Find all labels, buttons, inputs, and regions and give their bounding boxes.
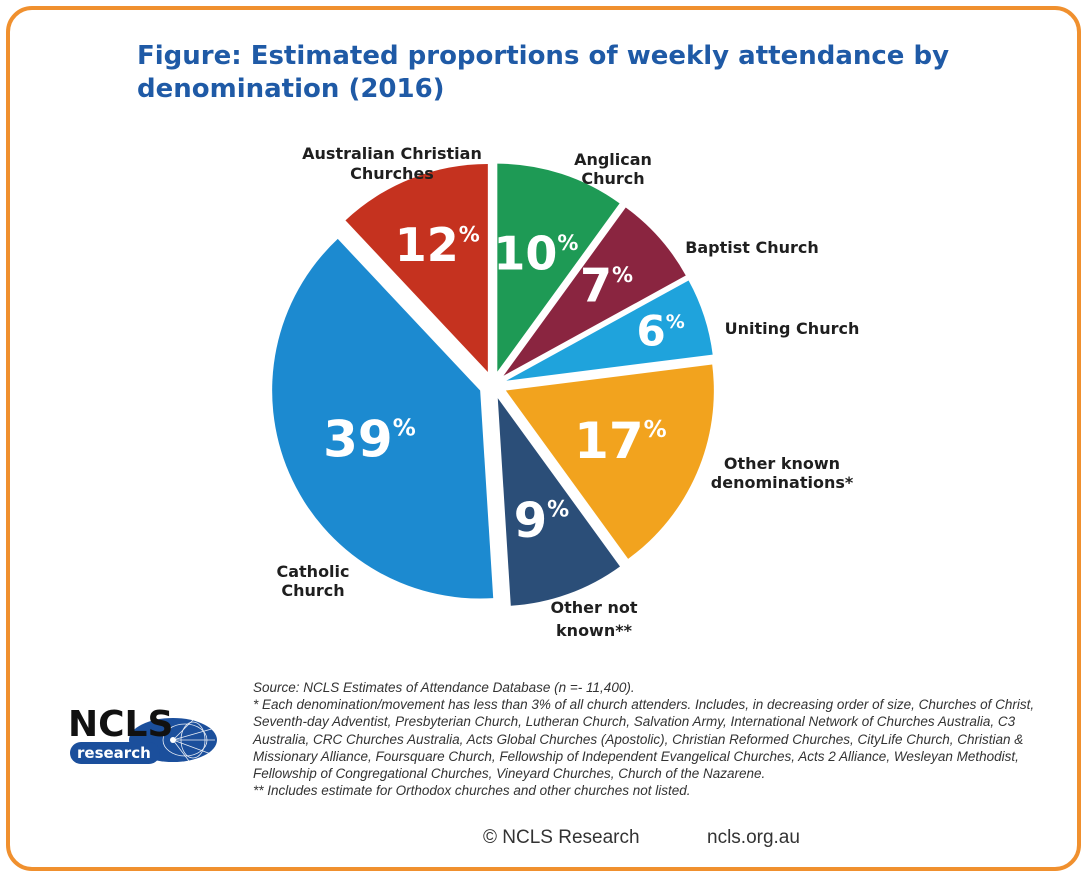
footnote-double-asterisk: ** Includes estimate for Orthodox church… (253, 783, 691, 799)
category-label-uniting-line1: Uniting Church (725, 319, 860, 338)
pie-slice-other-not-known (497, 398, 621, 606)
percent-label-other-known: 17% (574, 412, 667, 470)
logo-main-text: NCLS (68, 704, 173, 745)
figure-title: Figure: Estimated proportions of weekly … (137, 41, 950, 104)
pie-slice-other-known (505, 364, 714, 559)
copyright-text: © NCLS Research (483, 827, 640, 848)
category-label-other-known-line2: denominations* (711, 473, 854, 492)
percent-label-acc: 12% (395, 218, 480, 272)
logo-sub-text: research (77, 744, 151, 762)
pie-slice-catholic (272, 238, 494, 599)
category-label-other-known-line1: Other known (724, 454, 840, 473)
footnote-single-asterisk: * Each denomination/movement has less th… (253, 697, 1035, 782)
website-text: ncls.org.au (707, 827, 800, 848)
pie-slices (272, 163, 714, 606)
pie-slice-anglican (497, 163, 620, 372)
category-label-anglican-line2: Church (581, 169, 644, 188)
category-label-acc-line2: Churches (350, 164, 434, 183)
pie-slice-baptist (503, 207, 686, 376)
figure-notes: Source: NCLS Estimates of Attendance Dat… (253, 679, 1053, 799)
category-label-other-not-known-line1: Other not (551, 598, 638, 617)
category-label-catholic-line2: Church (281, 581, 344, 600)
ncls-research-logo: NCLS research (65, 700, 220, 780)
category-label-other-not-known-line2: known** (556, 621, 633, 640)
figure-frame (6, 6, 1081, 871)
category-label-acc-line1: Australian Christian (302, 144, 482, 163)
category-label-catholic-line1: Catholic (276, 562, 349, 581)
percent-label-other-not-known: 9% (514, 493, 569, 549)
category-label-baptist-line1: Baptist Church (685, 238, 819, 257)
pie-percent-labels: 10%7%6% 17%9% 39% 12% (323, 218, 685, 549)
percent-label-uniting: 6% (636, 307, 684, 356)
category-label-anglican-line1: Anglican (574, 150, 652, 169)
pie-slice-acc (345, 163, 488, 372)
percent-label-catholic: 39% (323, 410, 416, 468)
pie-slice-uniting (506, 280, 713, 381)
percent-label-baptist: 7% (580, 259, 633, 313)
source-note: Source: NCLS Estimates of Attendance Dat… (253, 680, 635, 695)
percent-label-anglican: 10% (493, 227, 578, 281)
